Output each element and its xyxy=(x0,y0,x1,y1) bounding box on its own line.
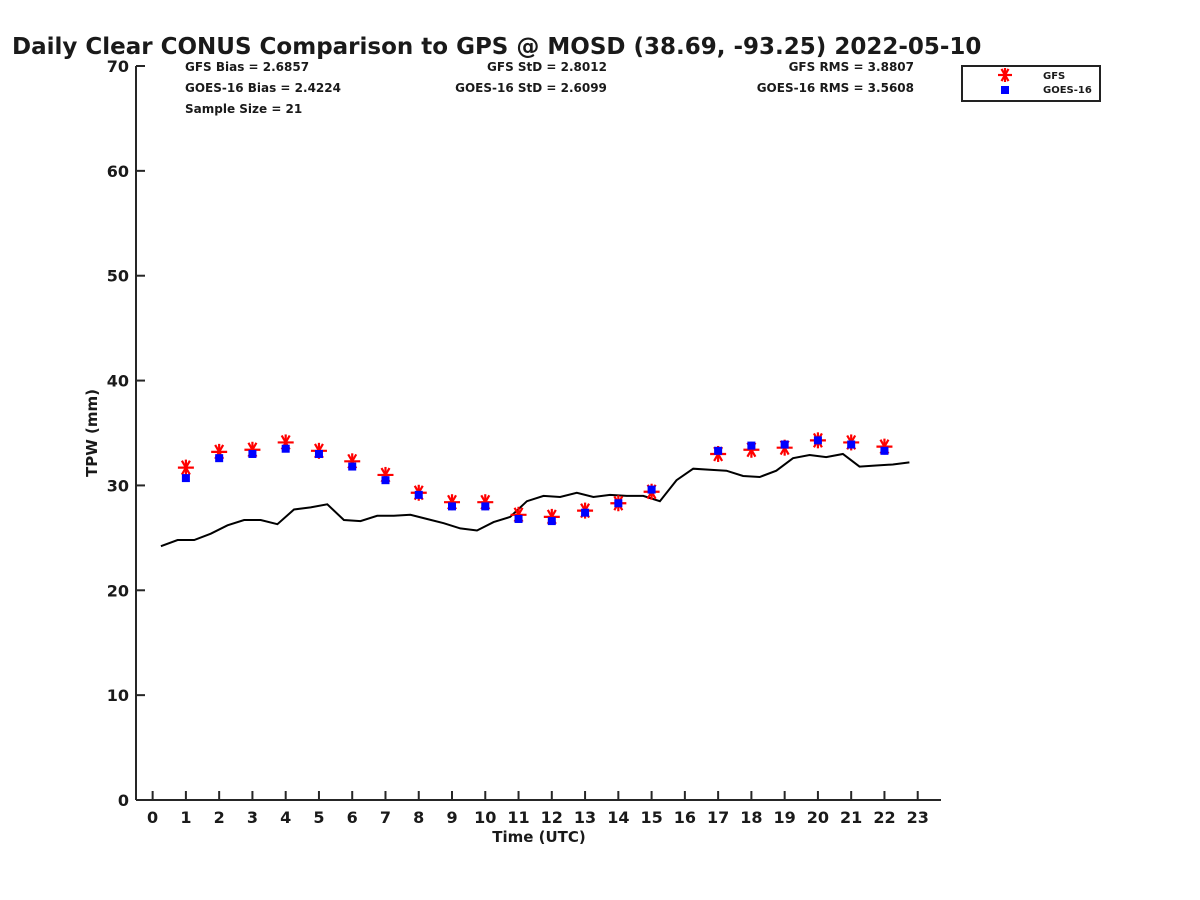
x-tick-label: 2 xyxy=(214,808,225,827)
goes-point xyxy=(381,476,390,485)
goes-point xyxy=(813,436,822,445)
x-tick-label: 22 xyxy=(873,808,895,827)
legend-goes-label: GOES-16 xyxy=(1043,85,1092,96)
y-tick-label: 50 xyxy=(107,267,129,286)
y-tick-label: 0 xyxy=(118,791,129,810)
x-tick-label: 6 xyxy=(347,808,358,827)
x-tick-label: 18 xyxy=(740,808,762,827)
x-tick-label: 14 xyxy=(607,808,629,827)
y-tick-label: 60 xyxy=(107,162,129,181)
gfs-std-text: GFS StD = 2.8012 xyxy=(487,60,607,74)
x-tick-label: 21 xyxy=(840,808,862,827)
goes-point xyxy=(780,440,789,449)
goes-point xyxy=(248,449,257,458)
goes-point xyxy=(448,502,457,511)
gfs-point xyxy=(177,459,194,476)
y-axis-label: TPW (mm) xyxy=(83,389,101,477)
legend-gfs-marker xyxy=(998,68,1012,82)
x-tick-label: 15 xyxy=(640,808,662,827)
y-tick-label: 70 xyxy=(107,57,129,76)
y-tick-label: 30 xyxy=(107,476,129,495)
goes-point xyxy=(581,508,590,517)
gps-series xyxy=(160,452,910,548)
x-tick-label: 1 xyxy=(180,808,191,827)
legend-goes-square xyxy=(1001,86,1009,94)
gps-line xyxy=(160,452,910,548)
x-tick-label: 20 xyxy=(807,808,829,827)
x-tick-label: 11 xyxy=(507,808,529,827)
legend: GFS GOES-16 xyxy=(961,65,1101,102)
goes-point xyxy=(348,462,357,471)
goes-point xyxy=(215,454,224,463)
x-tick-label: 13 xyxy=(574,808,596,827)
y-tick-label: 20 xyxy=(107,581,129,600)
goes-point xyxy=(181,474,190,483)
goes-std-text: GOES-16 StD = 2.6099 xyxy=(455,81,607,95)
sample-size-text: Sample Size = 21 xyxy=(185,102,302,116)
goes-point xyxy=(514,514,523,523)
goes-point xyxy=(614,499,623,508)
y-tick-label: 10 xyxy=(107,686,129,705)
gfs-bias-text: GFS Bias = 2.6857 xyxy=(185,60,309,74)
goes-rms-text: GOES-16 RMS = 3.5608 xyxy=(757,81,914,95)
x-tick-label: 17 xyxy=(707,808,729,827)
gfs-rms-text: GFS RMS = 3.8807 xyxy=(789,60,914,74)
goes-point xyxy=(647,485,656,494)
legend-goes-marker xyxy=(1001,86,1009,94)
x-tick-label: 4 xyxy=(280,808,291,827)
x-tick-label: 10 xyxy=(474,808,496,827)
x-tick-label: 3 xyxy=(247,808,258,827)
x-tick-label: 19 xyxy=(774,808,796,827)
goes-point xyxy=(714,446,723,455)
legend-box xyxy=(961,65,1101,102)
goes-bias-text: GOES-16 Bias = 2.4224 xyxy=(185,81,341,95)
x-tick-label: 0 xyxy=(147,808,158,827)
goes-point xyxy=(847,440,856,449)
goes-point xyxy=(880,446,889,455)
x-tick-label: 5 xyxy=(313,808,324,827)
goes-series xyxy=(181,436,889,526)
goes-point xyxy=(747,441,756,450)
goes-point xyxy=(414,490,423,499)
goes-point xyxy=(481,502,490,511)
legend-gfs-star xyxy=(998,68,1012,82)
x-tick-label: 8 xyxy=(413,808,424,827)
x-tick-label: 12 xyxy=(541,808,563,827)
chart-title: Daily Clear CONUS Comparison to GPS @ MO… xyxy=(12,34,981,60)
goes-point xyxy=(547,517,556,526)
goes-point xyxy=(314,449,323,458)
x-tick-label: 16 xyxy=(674,808,696,827)
x-tick-label: 23 xyxy=(907,808,929,827)
x-tick-label: 7 xyxy=(380,808,391,827)
x-axis-label: Time (UTC) xyxy=(492,828,586,846)
goes-point xyxy=(281,444,290,453)
x-tick-label: 9 xyxy=(446,808,457,827)
legend-gfs-label: GFS xyxy=(1043,71,1065,82)
y-tick-label: 40 xyxy=(107,372,129,391)
